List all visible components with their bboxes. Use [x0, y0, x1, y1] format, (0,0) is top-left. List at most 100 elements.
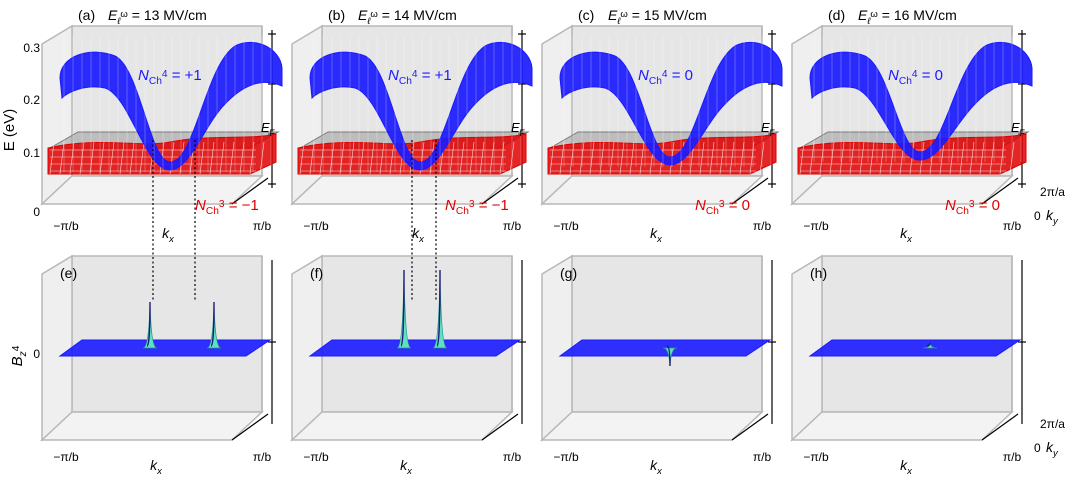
- energy-tick-label: 0.3: [23, 41, 40, 55]
- kx-tick-left: −π/b: [803, 219, 829, 233]
- chern-number-band-3-part: 3: [969, 199, 975, 210]
- ky-tick-top: 2π/a: [1040, 417, 1065, 431]
- kx-axis-label-part: k: [900, 225, 908, 241]
- chern-number-band-3-part: N: [695, 197, 706, 214]
- chern-number-band-4-part: N: [888, 67, 899, 84]
- conduction-band-fill: [809, 41, 1033, 161]
- fermi-level-label: EF: [261, 120, 276, 138]
- chern-number-band-3-part: 3: [469, 199, 475, 210]
- kx-tick-right: π/b: [753, 219, 772, 233]
- berry-curvature-plane: [808, 339, 1022, 357]
- fermi-level-label: EF: [761, 120, 776, 138]
- mesh-line: [359, 141, 365, 175]
- mesh-line: [99, 141, 105, 175]
- mesh-line: [599, 141, 605, 175]
- mesh-line: [389, 141, 395, 175]
- ky-axis: [481, 177, 519, 205]
- kx-tick-left: −π/b: [803, 450, 829, 464]
- fermi-level-label-part: F: [770, 128, 776, 138]
- chern-number-band-3-part: −1: [242, 197, 259, 214]
- panel-letter: (b): [328, 7, 345, 23]
- chern-number-band-3-part: 3: [219, 199, 225, 210]
- fermi-level-label-part: F: [270, 128, 276, 138]
- mesh-line: [959, 141, 965, 175]
- chern-number-band-4-part: N: [388, 67, 399, 84]
- field-label-part: =: [628, 7, 644, 23]
- ky-axis-label-part: y: [1052, 448, 1059, 459]
- berry-axis-label-part: z: [18, 351, 29, 357]
- berry-axis-label-part: 4: [11, 345, 22, 351]
- field-label-part: ω: [870, 9, 878, 20]
- panel-letter-part: (a): [78, 7, 95, 23]
- chern-number-band-4-part: Ch: [649, 76, 662, 87]
- kx-tick-left: −π/b: [53, 450, 79, 464]
- chern-number-band-3: NCh3 = −1: [195, 197, 259, 217]
- chern-number-band-3-part: 0: [992, 197, 1000, 214]
- kx-tick-left: −π/b: [53, 219, 79, 233]
- mesh-line: [349, 141, 355, 175]
- energy-tick-label: 0.1: [23, 146, 40, 160]
- mesh-line: [49, 141, 55, 175]
- mesh-line: [109, 141, 115, 175]
- chern-number-band-4-part: 0: [685, 67, 693, 84]
- field-label-part: =: [128, 7, 144, 23]
- panel-letter: (g): [560, 265, 577, 281]
- mesh-line: [589, 141, 595, 175]
- kx-axis-label: kx: [400, 457, 413, 477]
- field-label-part: ω: [370, 9, 378, 20]
- kx-tick-right: π/b: [253, 450, 272, 464]
- mesh-line: [999, 141, 1005, 175]
- mesh-line: [219, 141, 225, 175]
- chern-number-band-3-part: Ch: [706, 206, 719, 217]
- field-label-part: ℓ: [366, 16, 371, 27]
- chern-number-band-4-part: 4: [662, 69, 668, 80]
- berry-peak-shade: [400, 269, 405, 347]
- conduction-band-surface: [59, 36, 283, 172]
- mesh-line: [559, 141, 565, 175]
- kx-axis-label-part: k: [162, 225, 170, 241]
- mesh-line: [229, 141, 235, 175]
- mesh-line: [69, 141, 75, 175]
- mesh-line: [369, 141, 375, 175]
- fermi-level-label-part: E: [1011, 120, 1020, 135]
- panel-letter-part: (d): [828, 7, 845, 23]
- mesh-line: [869, 141, 875, 175]
- ky-tick-bottom: 0: [1034, 209, 1041, 223]
- mesh-line: [849, 141, 855, 175]
- chern-number-band-3-part: N: [195, 197, 206, 214]
- berry-curvature-plane: [308, 339, 522, 357]
- conduction-band-fill: [59, 41, 283, 171]
- box-left-wall: [291, 24, 323, 206]
- fermi-level-label-part: E: [261, 120, 270, 135]
- chern-number-band-3: NCh3 = 0: [945, 197, 1000, 217]
- mesh-line: [469, 141, 475, 175]
- chern-number-band-4: NCh4 = 0: [888, 67, 943, 87]
- ky-tick-top: 2π/a: [1040, 185, 1065, 199]
- kx-axis-label-part: x: [906, 466, 913, 477]
- chern-number-band-4-part: 4: [162, 69, 168, 80]
- mesh-line: [379, 141, 385, 175]
- kx-axis-label-part: x: [906, 234, 913, 245]
- bottom-panel-4: (h) −π/b π/b kx: [790, 254, 1026, 477]
- box-floor: [540, 411, 764, 441]
- mesh-line: [209, 141, 215, 175]
- chern-number-band-3-part: N: [945, 197, 956, 214]
- berry-curvature-plane: [58, 339, 272, 357]
- panel-letter-part: (b): [328, 7, 345, 23]
- field-label-part: ω: [620, 9, 628, 20]
- chern-number-band-4-part: Ch: [899, 76, 912, 87]
- field-label-part: E: [108, 7, 118, 23]
- chern-number-band-3-part: 0: [742, 197, 750, 214]
- kx-axis-label-part: x: [656, 234, 663, 245]
- panel-letter: (e): [60, 265, 77, 281]
- box-back-wall: [321, 255, 513, 413]
- mesh-line: [619, 141, 625, 175]
- ky-axis-label-part: k: [1046, 207, 1054, 223]
- box-left-wall: [41, 254, 73, 442]
- ky-axis: [981, 177, 1019, 205]
- chern-number-band-4-part: 4: [912, 69, 918, 80]
- mesh-line: [939, 141, 945, 175]
